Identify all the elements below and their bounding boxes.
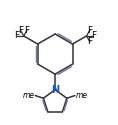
Text: F: F	[91, 32, 96, 40]
Text: F: F	[87, 37, 93, 46]
Text: N: N	[51, 85, 59, 95]
Text: F: F	[25, 26, 30, 35]
Text: me: me	[23, 91, 35, 100]
Text: F: F	[14, 32, 19, 40]
Text: me: me	[76, 91, 88, 100]
Text: F: F	[87, 26, 93, 35]
Text: F: F	[18, 26, 23, 35]
